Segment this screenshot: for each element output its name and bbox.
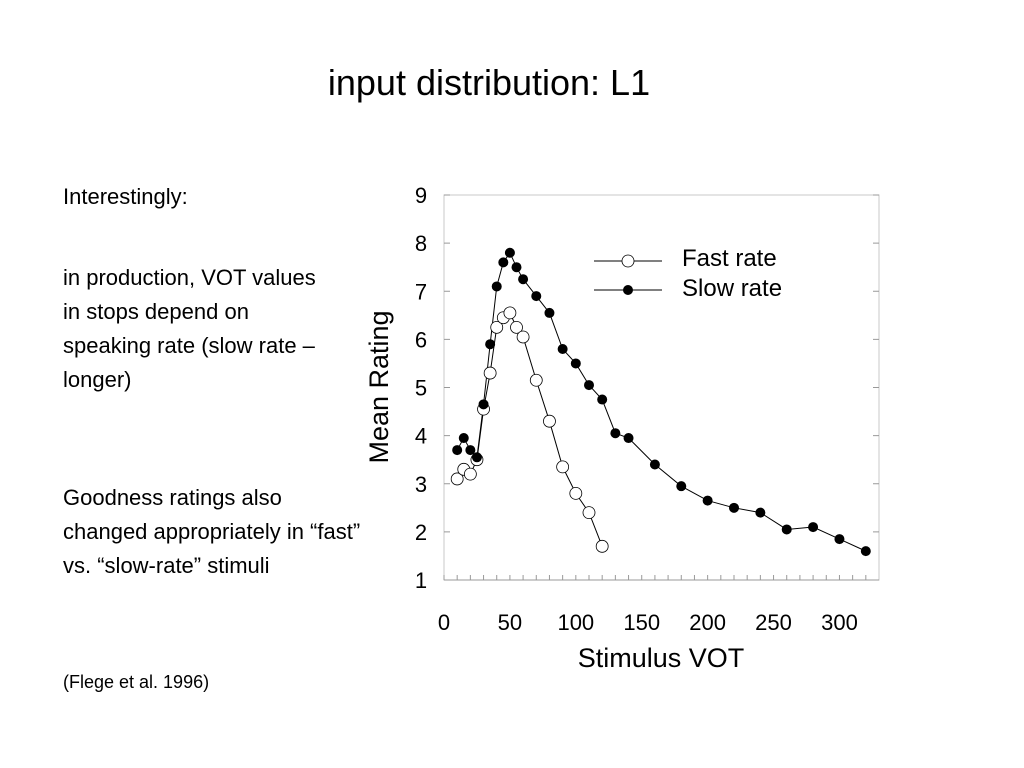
- slow-rate-point: [729, 502, 739, 513]
- series-points: [450, 247, 871, 557]
- citation: (Flege et al. 1996): [63, 672, 210, 692]
- slow-rate-point: [458, 433, 469, 444]
- slow-rate-point: [498, 257, 509, 268]
- slow-rate-point: [623, 433, 634, 444]
- slow-rate-point: [518, 274, 529, 285]
- y-tick-label: 9: [415, 183, 427, 208]
- x-tick-label: 300: [821, 610, 858, 635]
- y-tick-label: 6: [415, 327, 427, 352]
- series-lines: [456, 251, 867, 552]
- fast-rate-point: [595, 539, 609, 553]
- y-tick-label: 2: [415, 520, 427, 545]
- slow-rate-point: [485, 339, 496, 350]
- fast-rate-point: [543, 414, 556, 428]
- fast-rate-point: [463, 467, 477, 481]
- fast-rate-point: [510, 320, 523, 334]
- slow-rate-point: [471, 452, 482, 463]
- slow-rate-point: [452, 445, 463, 456]
- fast-rate-point: [516, 330, 530, 344]
- slow-rate-point: [702, 495, 713, 506]
- slow-rate-point: [584, 380, 594, 391]
- fast-rate-point: [556, 460, 570, 474]
- legend-label-fast: Fast rate: [682, 245, 777, 272]
- fast-rate-point: [582, 506, 596, 520]
- x-axis-label: Stimulus VOT: [578, 643, 745, 673]
- slow-rate-point: [808, 522, 819, 533]
- slow-rate-point: [649, 459, 660, 470]
- slow-rate-point: [834, 534, 845, 545]
- x-tick-label: 50: [498, 610, 522, 635]
- slow-rate-point: [544, 307, 555, 318]
- y-tick-label: 5: [415, 376, 427, 401]
- slow-rate-point: [504, 247, 515, 258]
- slow-rate-point: [511, 262, 522, 273]
- slow-rate-point: [755, 507, 766, 518]
- slow-rate-point: [610, 428, 621, 439]
- y-tick-label: 8: [415, 231, 427, 256]
- series-line-fast-rate: [456, 312, 603, 547]
- fast-rate-point: [503, 306, 517, 320]
- slow-rate-point: [860, 546, 871, 557]
- fast-rate-point: [450, 472, 464, 486]
- slow-rate-point: [557, 344, 568, 354]
- fast-rate-point: [483, 366, 497, 380]
- x-tick-label: 250: [755, 610, 792, 635]
- legend-label-slow: Slow rate: [682, 275, 782, 302]
- y-tick-label: 7: [415, 279, 427, 304]
- legend-marker-slow: [623, 285, 633, 295]
- legend: Fast rate Slow rate: [594, 245, 782, 302]
- bullet-interestingly: Interestingly:: [63, 184, 188, 209]
- y-tick-label: 1: [415, 568, 427, 593]
- slow-rate-point: [570, 358, 581, 369]
- y-tick-label: 3: [415, 472, 427, 497]
- slow-rate-point: [597, 394, 608, 405]
- legend-marker-fast: [621, 254, 635, 268]
- slow-rate-point: [465, 445, 476, 456]
- slow-rate-point: [531, 291, 542, 302]
- fast-rate-point: [569, 486, 583, 500]
- y-tick-label: 4: [415, 424, 427, 449]
- series-line-slow-rate: [456, 251, 867, 552]
- fast-rate-point: [529, 373, 543, 387]
- axis-ticks: 0 50 100 150 200 250 300 1 2 3 4 5 6 7 8 9: [415, 183, 879, 635]
- x-tick-label: 100: [557, 610, 594, 635]
- slow-rate-point: [676, 481, 687, 492]
- x-tick-label: 200: [689, 610, 726, 635]
- slow-rate-point: [491, 281, 502, 292]
- slow-rate-point: [478, 399, 489, 410]
- fast-rate-point: [490, 320, 504, 334]
- y-axis-label: Mean Rating: [364, 310, 394, 463]
- slow-rate-point: [781, 524, 792, 535]
- bullet-goodness-ratings: Goodness ratings also changed appropriat…: [63, 485, 361, 578]
- x-tick-label: 0: [438, 610, 450, 635]
- x-tick-label: 150: [623, 610, 660, 635]
- bullet-production-vot: in production, VOT values in stops depen…: [63, 265, 316, 392]
- slide-title: input distribution: L1: [327, 62, 651, 103]
